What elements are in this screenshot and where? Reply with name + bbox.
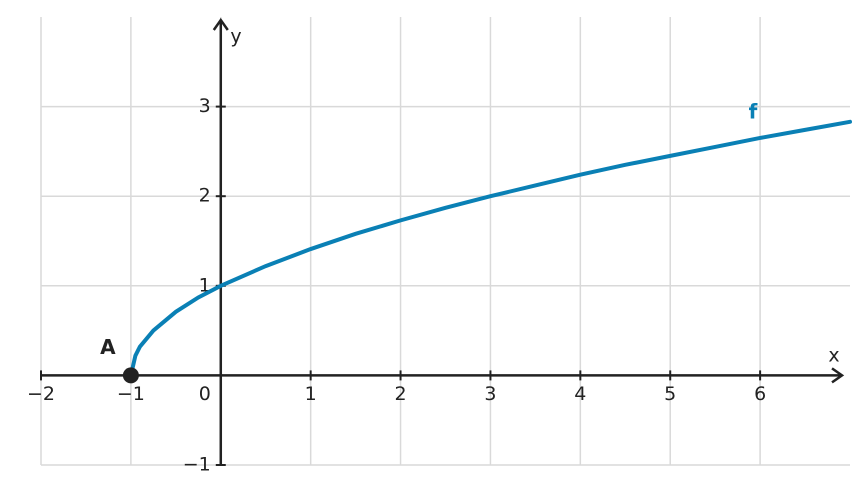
x-axis-arrow	[831, 367, 845, 384]
x-tick-label: 0	[199, 383, 211, 405]
x-tick-label: 6	[754, 383, 766, 405]
y-tick-label: −1	[183, 454, 211, 476]
x-tick-label: 4	[574, 383, 586, 405]
x-tick-label: 2	[395, 383, 407, 405]
series-label: f	[749, 100, 758, 124]
x-axis-label: x	[828, 345, 839, 367]
x-tick-label: −1	[117, 383, 145, 405]
function-curve	[128, 119, 852, 378]
point-label: A	[100, 335, 116, 359]
x-tick-label: 3	[484, 383, 496, 405]
y-tick-label: 2	[199, 185, 211, 207]
x-tick-label: 1	[305, 383, 317, 405]
point	[122, 367, 139, 384]
x-tick-label: −2	[27, 383, 55, 405]
y-axis-label: y	[230, 26, 241, 48]
x-tick-label: 5	[664, 383, 676, 405]
y-tick-label: 3	[199, 95, 211, 117]
y-axis-arrow	[212, 17, 229, 31]
